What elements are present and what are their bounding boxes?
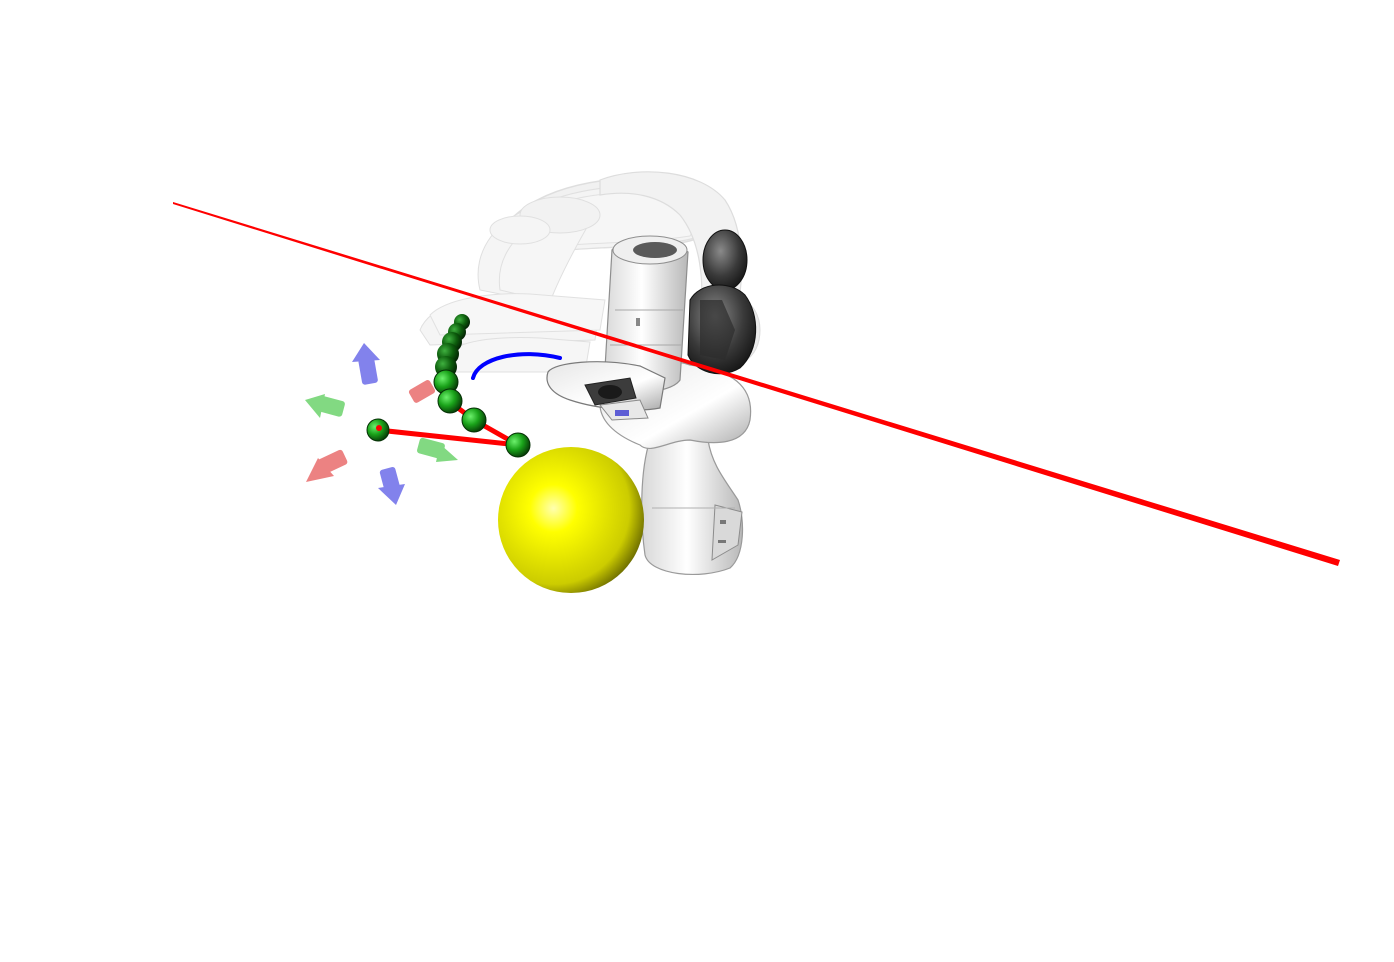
arrow-icon [378,467,405,505]
arrow-icon [417,437,458,462]
robot-arm[interactable] [546,229,757,576]
waypoint-icon[interactable] [505,432,531,458]
orientation-arrows [305,343,458,505]
waypoint-markers[interactable] [366,314,531,458]
arrow-icon [352,343,380,385]
arrow-icon [306,449,348,482]
arrow-icon [408,380,436,403]
waypoint-icon[interactable] [437,388,463,414]
waypoint-icon[interactable] [461,407,487,433]
axis-line [173,202,1340,566]
robot-base-link [641,439,744,576]
arrow-icon [305,394,345,418]
sphere-icon[interactable] [498,447,644,593]
robot-joint-upper [702,229,748,291]
end-effector-arc [471,352,562,380]
